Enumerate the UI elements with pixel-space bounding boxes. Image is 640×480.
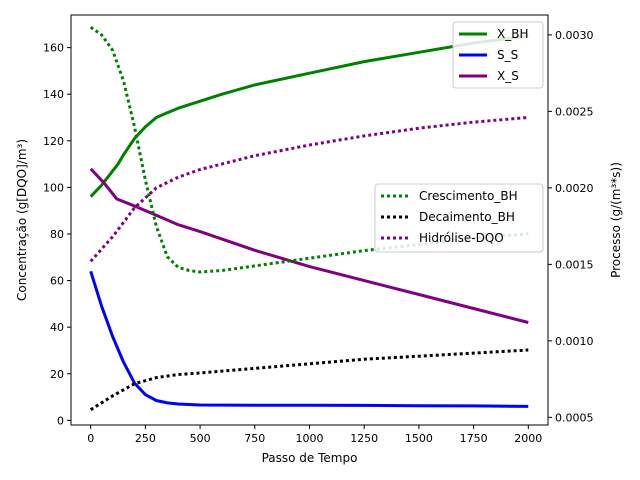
x-axis-ticks: 0 250 500 750 1000 1250 1500 1750 2000 bbox=[87, 425, 542, 445]
x-tick-label: 1500 bbox=[405, 432, 433, 445]
legend-label-crescimento-bh: Crescimento_BH bbox=[419, 189, 518, 203]
x-axis-label: Passo de Tempo bbox=[262, 451, 358, 465]
left-tick-label: 60 bbox=[50, 275, 64, 288]
series-line-x-bh bbox=[89, 34, 529, 198]
series-line-s-s bbox=[89, 270, 529, 408]
right-tick-label: 0.0020 bbox=[555, 182, 594, 195]
left-tick-label: 80 bbox=[50, 228, 64, 241]
series-line-hidr-lise-dqo bbox=[89, 116, 529, 263]
left-tick-label: 20 bbox=[50, 368, 64, 381]
right-tick-label: 0.0005 bbox=[555, 411, 594, 424]
left-tick-label: 160 bbox=[43, 42, 64, 55]
series-line-crescimento-bh bbox=[89, 25, 529, 274]
legend-label-x-bh: X_BH bbox=[497, 27, 528, 41]
x-tick-label: 2000 bbox=[514, 432, 542, 445]
legend-label-hidr-lise-dqo: Hidrólise-DQO bbox=[419, 231, 504, 245]
right-tick-label: 0.0030 bbox=[555, 29, 594, 42]
right-tick-label: 0.0025 bbox=[555, 105, 594, 118]
series-line-x-s bbox=[89, 167, 529, 324]
legend-concentration: X_BH S_S X_S bbox=[452, 21, 544, 89]
series-line-decaimento-bh bbox=[89, 348, 529, 411]
right-tick-label: 0.0010 bbox=[555, 335, 594, 348]
right-axis-ticks: 0.0005 0.0010 0.0015 0.0020 0.0025 0.0030 bbox=[548, 29, 594, 424]
left-tick-label: 100 bbox=[43, 181, 64, 194]
right-axis-label: Processo (g/(m³*s)) bbox=[609, 162, 623, 278]
left-tick-label: 140 bbox=[43, 88, 64, 101]
x-tick-label: 750 bbox=[244, 432, 265, 445]
x-tick-label: 1750 bbox=[460, 432, 488, 445]
x-tick-label: 1000 bbox=[296, 432, 324, 445]
right-tick-label: 0.0015 bbox=[555, 258, 594, 271]
legend-label-decaimento-bh: Decaimento_BH bbox=[419, 210, 515, 224]
legend-box bbox=[374, 183, 544, 253]
x-tick-label: 500 bbox=[190, 432, 211, 445]
left-axis-label: Concentração (g[DQO]/m³) bbox=[15, 139, 29, 301]
legend-box bbox=[452, 21, 544, 89]
x-tick-label: 250 bbox=[135, 432, 156, 445]
x-tick-label: 1250 bbox=[350, 432, 378, 445]
plot-lines bbox=[89, 25, 529, 411]
legend-process: Crescimento_BH Decaimento_BH Hidrólise-DQO bbox=[374, 183, 544, 253]
left-tick-label: 0 bbox=[57, 414, 64, 427]
left-tick-label: 40 bbox=[50, 321, 64, 334]
legend-label-x-s: X_S bbox=[497, 69, 519, 83]
left-tick-label: 120 bbox=[43, 135, 64, 148]
left-axis-ticks: 0 20 40 60 80 100 120 140 160 bbox=[43, 42, 71, 427]
x-tick-label: 0 bbox=[87, 432, 94, 445]
legend-label-s-s: S_S bbox=[497, 48, 518, 62]
